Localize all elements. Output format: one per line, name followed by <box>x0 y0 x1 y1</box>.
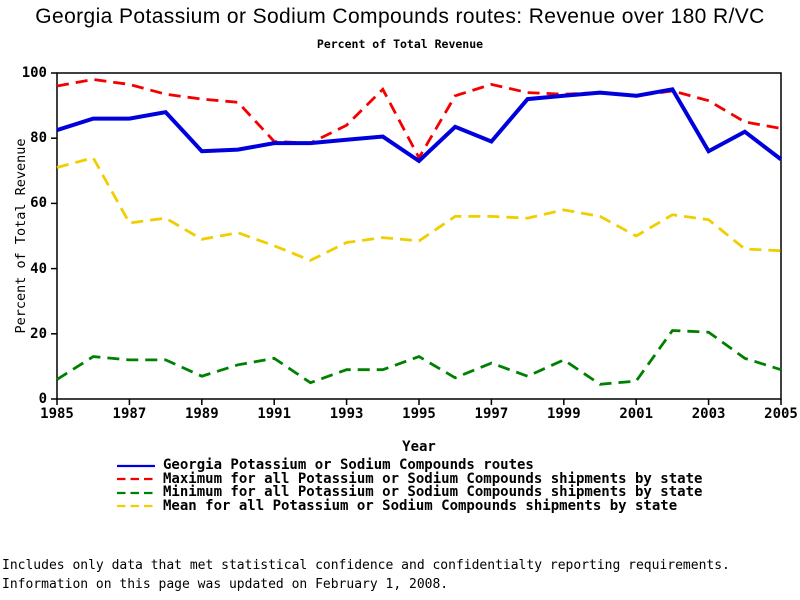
series-line <box>56 156 782 262</box>
legend-line-swatch <box>117 478 155 481</box>
legend-label: Georgia Potassium or Sodium Compounds ro… <box>163 457 534 473</box>
x-tick-label: 2001 <box>619 406 654 422</box>
legend-label: Maximum for all Potassium or Sodium Comp… <box>163 470 703 487</box>
x-tick-label: 2003 <box>691 406 726 422</box>
x-tick-label: 1985 <box>40 406 74 422</box>
x-tick-label: 2005 <box>764 406 798 422</box>
x-tick-label: 1991 <box>257 406 292 422</box>
plot-frame <box>56 72 782 400</box>
legend-label: Mean for all Potassium or Sodium Compoun… <box>163 497 678 514</box>
y-tick-label: 20 <box>30 325 47 342</box>
chart-title: Georgia Potassium or Sodium Compounds ro… <box>35 5 765 28</box>
x-tick-label: 1989 <box>184 406 219 422</box>
y-tick-label: 100 <box>21 65 47 81</box>
series-line <box>56 87 783 164</box>
chart-legend: Georgia Potassium or Sodium Compounds ro… <box>117 457 703 514</box>
legend-line-swatch <box>117 505 155 508</box>
legend-item: Georgia Potassium or Sodium Compounds ro… <box>117 457 702 473</box>
y-tick-label: 80 <box>30 130 47 147</box>
x-tick-label: 1997 <box>474 406 509 422</box>
legend-line-swatch <box>117 464 155 467</box>
x-tick-label: 1995 <box>402 406 436 422</box>
y-tick-label: 40 <box>30 260 47 277</box>
legend-item: Minimum for all Potassium or Sodium Comp… <box>117 484 703 500</box>
x-tick-label: 1987 <box>112 406 147 422</box>
series-line <box>56 329 782 386</box>
footer-updated-note: Information on this page was updated on … <box>2 577 449 592</box>
legend-item: Maximum for all Potassium or Sodium Comp… <box>117 470 703 487</box>
chart-subtitle: Percent of Total Revenue <box>316 37 484 51</box>
x-tick-label: 1999 <box>546 406 581 422</box>
x-axis-title: Year <box>402 439 436 455</box>
legend-item: Mean for all Potassium or Sodium Compoun… <box>117 497 702 514</box>
x-tick-label: 1993 <box>329 406 364 422</box>
footer-note: Includes only data that met statistical … <box>2 532 730 600</box>
legend-label: Minimum for all Potassium or Sodium Comp… <box>163 484 703 500</box>
legend-line-swatch <box>117 491 155 494</box>
footer-note-line-1: Includes only data that met statistical … <box>2 558 730 573</box>
y-tick-label: 60 <box>30 195 47 212</box>
y-tick-label: 0 <box>38 391 47 407</box>
